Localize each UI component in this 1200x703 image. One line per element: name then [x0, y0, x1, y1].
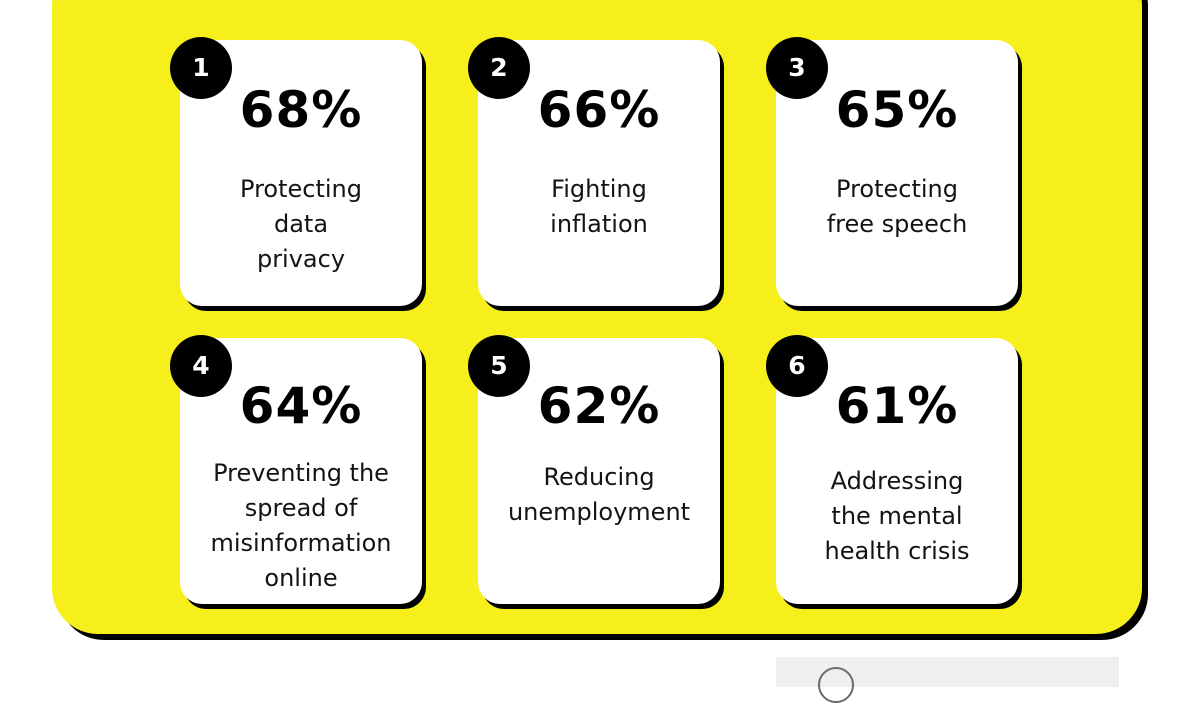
stat-label: Protecting free speech: [826, 175, 968, 238]
stat-card-5: 62% Reducing unemployment 5: [468, 335, 724, 609]
card-face: 61% Addressing the mental health crisis: [776, 338, 1018, 604]
stat-label: Protecting data privacy: [240, 175, 362, 273]
rank-badge: 2: [468, 37, 530, 99]
stat-label: Fighting inflation: [550, 175, 648, 238]
stat-percent: 64%: [239, 377, 363, 435]
stat-card-2: 66% Fighting inflation 2: [468, 37, 724, 311]
rank-badge: 1: [170, 37, 232, 99]
stat-label: Reducing unemployment: [507, 463, 691, 526]
rank-badge: 6: [766, 335, 828, 397]
rank-badge: 5: [468, 335, 530, 397]
stat-percent: 65%: [835, 81, 959, 139]
rank-badge: 3: [766, 37, 828, 99]
card-face: 68% Protecting data privacy: [180, 40, 422, 306]
stat-label: Addressing the mental health crisis: [824, 467, 970, 565]
stat-card-3: 65% Protecting free speech 3: [766, 37, 1022, 311]
stat-percent: 61%: [835, 377, 959, 435]
circle-icon: [818, 667, 854, 703]
stat-label: Preventing the spread of misinformation …: [210, 459, 392, 592]
stat-percent: 66%: [537, 81, 661, 139]
stat-percent: 62%: [537, 377, 661, 435]
stat-card-6: 61% Addressing the mental health crisis …: [766, 335, 1022, 609]
stat-card-1: 68% Protecting data privacy 1: [170, 37, 426, 311]
stat-percent: 68%: [239, 81, 363, 139]
stat-card-4: 64% Preventing the spread of misinformat…: [170, 335, 426, 609]
rank-badge: 4: [170, 335, 232, 397]
